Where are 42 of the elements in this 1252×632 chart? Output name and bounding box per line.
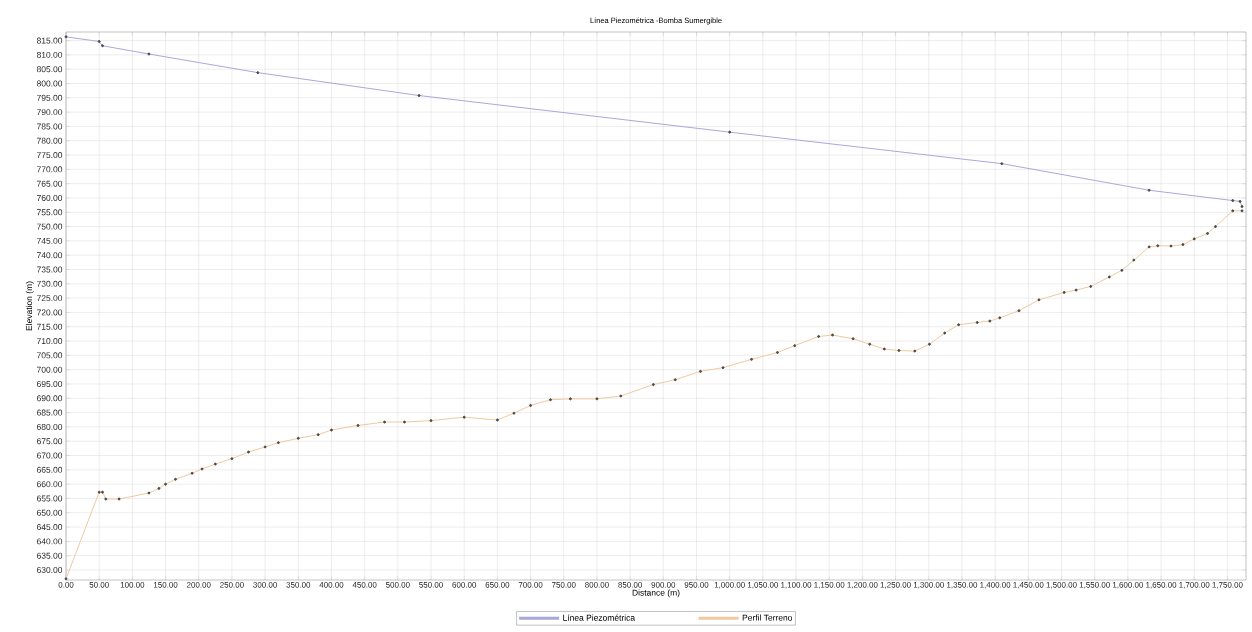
y-tick-label: 780.00 bbox=[37, 137, 63, 144]
y-tick-label: 710.00 bbox=[37, 338, 63, 345]
y-tick-label: 640.00 bbox=[37, 538, 63, 545]
y-tick-label: 770.00 bbox=[37, 166, 63, 173]
y-tick-label: 695.00 bbox=[37, 380, 63, 387]
y-tick-label: 760.00 bbox=[37, 194, 63, 201]
y-tick-label: 705.00 bbox=[37, 352, 63, 359]
y-tick-label: 660.00 bbox=[37, 481, 63, 488]
y-tick-label: 715.00 bbox=[37, 323, 63, 330]
y-tick-label: 690.00 bbox=[37, 395, 63, 402]
x-axis-title: Distance (m) bbox=[632, 589, 680, 598]
y-tick-label: 800.00 bbox=[36, 80, 63, 87]
y-tick-label: 635.00 bbox=[37, 552, 63, 559]
y-tick-label: 785.00 bbox=[37, 123, 63, 130]
y-tick-label: 765.00 bbox=[37, 180, 63, 187]
y-tick-label: 750.00 bbox=[37, 223, 63, 230]
y-tick-label: 790.00 bbox=[37, 109, 63, 116]
y-tick-label: 745.00 bbox=[37, 237, 63, 244]
y-tick-label: 795.00 bbox=[37, 94, 63, 101]
y-tick-label: 685.00 bbox=[37, 409, 63, 416]
y-tick-label: 730.00 bbox=[37, 280, 63, 287]
y-tick-label: 725.00 bbox=[37, 295, 63, 302]
y-tick-label: 630.00 bbox=[37, 566, 63, 573]
y-tick-label: 645.00 bbox=[37, 524, 63, 531]
y-tick-label: 775.00 bbox=[37, 152, 63, 159]
y-axis-title: Elevation (m) bbox=[25, 281, 34, 331]
y-tick-label: 650.00 bbox=[37, 509, 63, 516]
legend-label: Perfil Terreno bbox=[742, 614, 793, 621]
y-tick-label: 735.00 bbox=[37, 266, 63, 273]
y-tick-label: 720.00 bbox=[37, 309, 63, 316]
y-tick-label: 740.00 bbox=[37, 252, 63, 259]
y-tick-label: 670.00 bbox=[37, 452, 63, 459]
y-tick-label: 655.00 bbox=[37, 495, 63, 502]
y-tick-label: 810.00 bbox=[36, 51, 63, 58]
y-tick-label: 675.00 bbox=[37, 438, 63, 445]
y-tick-label: 680.00 bbox=[37, 423, 63, 430]
y-tick-label: 755.00 bbox=[37, 209, 63, 216]
y-tick-label: 815.00 bbox=[36, 37, 63, 44]
y-tick-label: 665.00 bbox=[37, 466, 63, 473]
y-tick-label: 805.00 bbox=[36, 66, 63, 73]
y-tick-label: 700.00 bbox=[37, 366, 63, 373]
legend-label: Línea Piezométrica bbox=[563, 614, 636, 621]
